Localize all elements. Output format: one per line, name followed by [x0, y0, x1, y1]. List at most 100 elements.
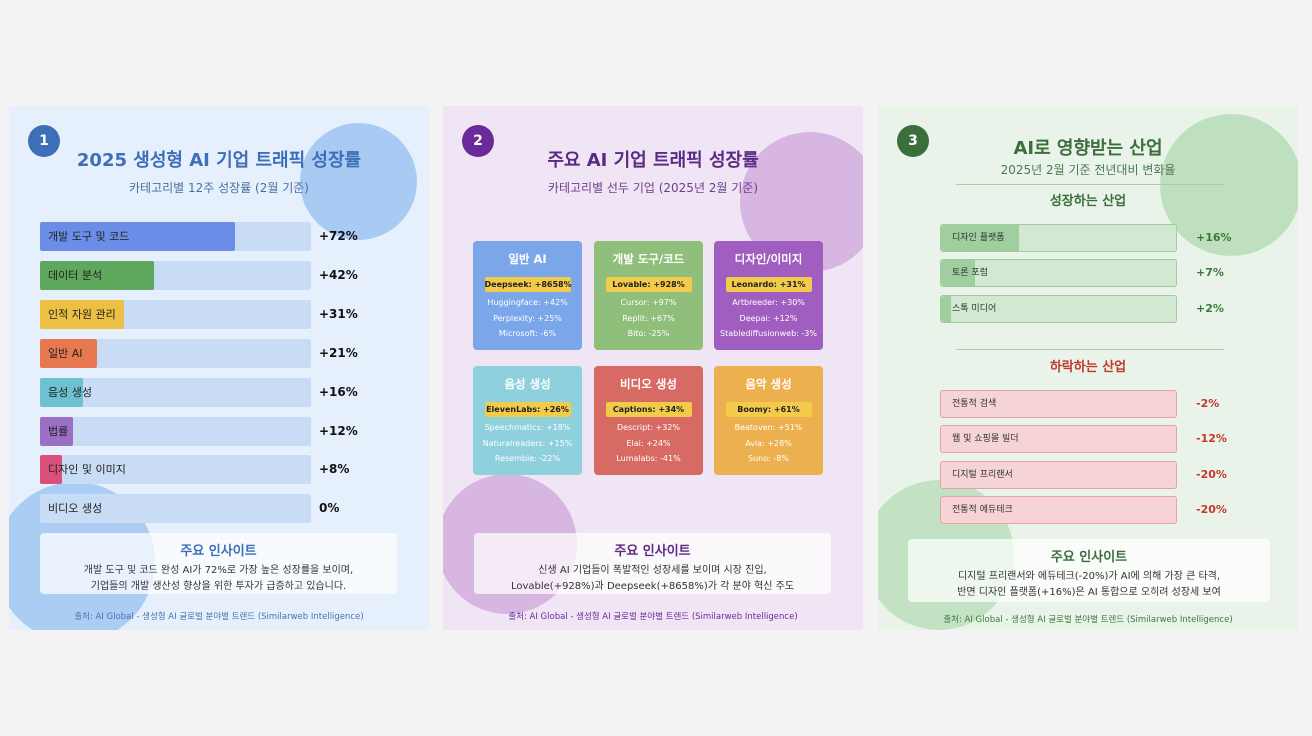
insight-title: 주요 인사이트: [1050, 550, 1128, 565]
category-card: 일반 AI Deepseek: +8658% Huggingface: +42% Pe…: [473, 241, 582, 350]
panel-category-growth: 1 2025 생성형 AI 기업 트래픽 성장률 카테고리별 12주 성장률 (…: [9, 106, 429, 630]
bar-value-label: +16%: [319, 384, 358, 399]
card-company-item: Bito: -25%: [627, 329, 670, 338]
card-company-list: Speechmatics: +18% Naturalreaders: +15% Re…: [473, 420, 582, 467]
card-company-item: Perplexity: +25%: [493, 313, 562, 323]
bar-row: 비디오 생성 0%: [40, 494, 370, 524]
card-category-title: 음악 생성: [745, 377, 792, 391]
insight-line: 디지털 프리랜서와 에듀테크(-20%)가 AI에 의해 가장 큰 타격,: [957, 571, 1221, 582]
bar-track: [40, 455, 311, 485]
bar-value-label: 0%: [319, 501, 340, 516]
industry-box: [940, 295, 1177, 323]
panel-number-badge: 3: [897, 125, 929, 157]
industry-box: [940, 425, 1177, 453]
bar-track: [40, 377, 311, 407]
bar-value-label: +31%: [319, 306, 358, 321]
divider: [956, 184, 1224, 185]
insight-box: 주요 인사이트 디지털 프리랜서와 에듀테크(-20%)가 AI에 의해 가장 …: [908, 539, 1270, 602]
decline-row: 전통적 에듀테크 -20%: [940, 496, 1240, 524]
bar: [40, 377, 84, 407]
card-company-item: Beatoven: +51%: [734, 423, 803, 432]
bar: [40, 260, 154, 290]
industry-value-label: -12%: [1196, 432, 1227, 445]
source-note: 출처: AI Global - 생성형 AI 글로벌 분야별 트렌드 (Simi…: [943, 615, 1233, 625]
category-card: 비디오 생성 Captions: +34% Descript: +32% Elai: …: [594, 366, 703, 475]
panel-title: 주요 AI 기업 트래픽 성장률: [547, 150, 759, 171]
industry-box: [940, 259, 1177, 287]
card-company-item: Suno: -8%: [748, 454, 789, 463]
decor-circle: [300, 123, 417, 240]
panel-number-badge: 2: [462, 125, 494, 157]
insight-line: 개발 도구 및 코드 완성 AI가 72%로 가장 높은 성장률을 보이며,: [83, 565, 354, 576]
card-company-item: Elai: +24%: [626, 438, 671, 448]
growth-row: 스톡 미디어 +2%: [940, 295, 1240, 323]
source-note: 출처: AI Global - 생성형 AI 글로벌 분야별 트렌드 (Simi…: [508, 612, 798, 622]
bar-value-label: +8%: [319, 462, 350, 477]
category-card: 음악 생성 Boomy: +61% Beatoven: +51% Avia: +28%…: [714, 366, 823, 475]
bar-category-label: 인적 자원 관리: [48, 307, 116, 321]
insight-box: 주요 인사이트 신생 AI 기업들이 폭발적인 성장세를 보이며 시장 진입, …: [474, 533, 831, 594]
panel-subtitle: 카테고리별 12주 성장률 (2월 기준): [128, 181, 309, 195]
insight-text: 신생 AI 기업들이 폭발적인 성장세를 보이며 시장 진입, Lovable(…: [474, 563, 831, 595]
card-company-item: Avia: +28%: [745, 438, 792, 448]
card-company-item: Lumalabs: -41%: [616, 454, 681, 463]
bar-category-label: 디자인 및 이미지: [48, 463, 126, 477]
industry-value-label: +2%: [1196, 302, 1224, 315]
bar-category-label: 일반 AI: [48, 346, 83, 360]
category-card: 음성 생성 ElevenLabs: +26% Speechmatics: +18% N…: [473, 366, 582, 475]
insight-title: 주요 인사이트: [614, 544, 691, 559]
panel-title: 2025 생성형 AI 기업 트래픽 성장률: [76, 150, 362, 171]
card-company-item: Speechmatics: +18%: [484, 423, 571, 432]
bar-track: [40, 416, 311, 446]
card-leader-badge: Boomy: +61%: [725, 402, 812, 417]
bar-row: 데이터 분석 +42%: [40, 260, 370, 290]
insight-line: 반면 디자인 플랫폼(+16%)은 AI 통합으로 오히려 성장세 보여: [957, 587, 1221, 598]
bar: [40, 338, 97, 368]
card-company-item: Artbreeder: +30%: [732, 298, 805, 307]
bar: [941, 260, 975, 286]
industry-value-label: +7%: [1196, 266, 1224, 279]
industry-label: 토론 포럼: [952, 268, 988, 278]
bar-row: 일반 AI +21%: [40, 338, 370, 368]
card-company-item: Replit: +67%: [622, 313, 675, 323]
bar-category-label: 법률: [48, 424, 69, 438]
bar-value-label: +72%: [319, 229, 358, 243]
bar-value-label: +12%: [319, 423, 358, 438]
bar-track: [40, 494, 311, 524]
category-card: 개발 도구/코드 Lovable: +928% Cursor: +97% Replit…: [594, 241, 703, 350]
insight-line: Lovable(+928%)과 Deepseek(+8658%)가 각 분야 혁…: [510, 581, 795, 592]
card-leader-badge: Lovable: +928%: [605, 277, 692, 292]
bar-value-label: +21%: [319, 345, 358, 360]
bar-value-label: +42%: [319, 267, 358, 282]
card-category-title: 개발 도구/코드: [612, 252, 685, 266]
card-company-item: Huggingface: +42%: [487, 298, 568, 307]
industry-value-label: -20%: [1196, 503, 1227, 516]
growth-row: 디자인 플랫폼 +16%: [940, 224, 1240, 252]
bar-row: 개발 도구 및 코드 +72%: [40, 222, 370, 251]
card-company-list: Descript: +32% Elai: +24% Lumalabs: -41%: [594, 420, 703, 467]
panel-subtitle: 카테고리별 선두 기업 (2025년 2월 기준): [547, 181, 759, 195]
industry-box: [940, 224, 1177, 252]
industry-label: 디자인 플랫폼: [952, 233, 1005, 243]
card-leader-badge: ElevenLabs: +26%: [484, 402, 571, 417]
card-company-list: Huggingface: +42% Perplexity: +25% Microso…: [473, 295, 582, 342]
bar-category-label: 음성 생성: [48, 385, 92, 399]
decor-circle: [1160, 114, 1298, 256]
bar-category-label: 개발 도구 및 코드: [48, 230, 130, 243]
panel-company-growth: 2 주요 AI 기업 트래픽 성장률 카테고리별 선두 기업 (2025년 2월…: [443, 106, 863, 630]
bar: [40, 455, 62, 485]
source-note: 출처: AI Global - 생성형 AI 글로벌 분야별 트렌드 (Simi…: [74, 612, 364, 622]
industry-value-label: -20%: [1196, 468, 1227, 481]
bar-category-label: 데이터 분석: [48, 268, 103, 282]
growth-section-title: 성장하는 산업: [1049, 194, 1127, 209]
bar: [40, 416, 73, 446]
bar-row: 음성 생성 +16%: [40, 377, 370, 407]
industry-label: 전통적 검색: [952, 399, 997, 409]
card-leader-badge: Deepseek: +8658%: [484, 277, 572, 292]
industry-box: [940, 461, 1177, 489]
card-category-title: 일반 AI: [508, 252, 547, 266]
bar-row: 디자인 및 이미지 +8%: [40, 455, 370, 485]
decline-row: 디지털 프리랜서 -20%: [940, 461, 1240, 489]
bar-row: 인적 자원 관리 +31%: [40, 299, 370, 329]
card-company-list: Artbreeder: +30% Deepai: +12% Stablediffus…: [714, 295, 823, 342]
